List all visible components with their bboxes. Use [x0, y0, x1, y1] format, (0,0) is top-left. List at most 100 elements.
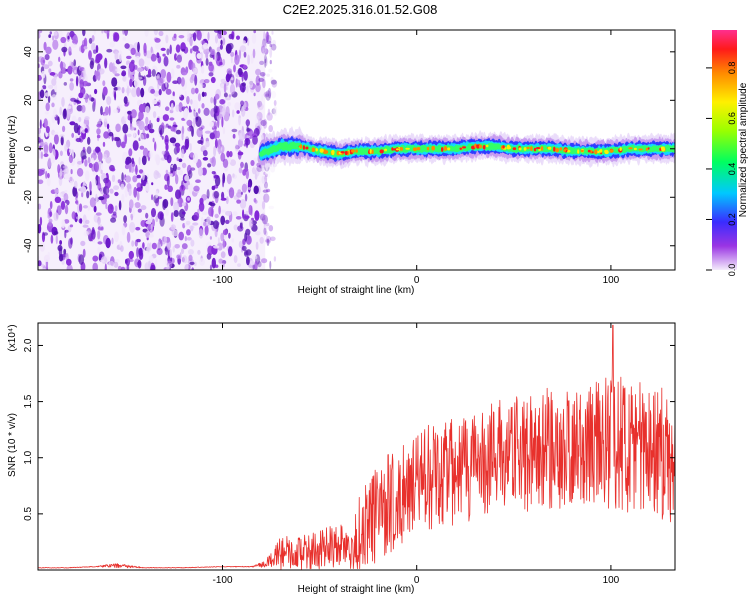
noise-speckle [118, 200, 122, 211]
noise-speckle [80, 149, 87, 160]
spectrogram-frame [37, 29, 676, 271]
noise-speckle [264, 230, 268, 237]
noise-speckle [117, 86, 121, 91]
noise-speckle [104, 106, 110, 116]
colorbar-gradient [712, 30, 737, 270]
noise-speckle [251, 33, 257, 44]
noise-speckle [69, 176, 73, 182]
noise-speckle [245, 235, 252, 245]
noise-speckle [242, 87, 245, 93]
noise-speckle [247, 37, 250, 46]
noise-speckle [151, 207, 156, 218]
noise-speckle [55, 234, 58, 245]
noise-speckle [170, 224, 176, 231]
noise-speckle [255, 75, 261, 86]
noise-speckle [154, 141, 157, 152]
noise-speckle [39, 89, 45, 99]
noise-speckle [63, 248, 67, 255]
noise-speckle [225, 196, 229, 205]
noise-speckle [189, 76, 194, 84]
noise-speckle [189, 48, 193, 54]
noise-speckle [74, 99, 79, 103]
snr-x-tick-label: -100 [212, 575, 232, 586]
noise-speckle [197, 108, 201, 114]
signal-hotspot [645, 147, 648, 151]
snr-y-axis-label: SNR (10 * v/v) [7, 413, 18, 477]
noise-speckle [169, 44, 172, 55]
noise-speckle [265, 169, 271, 179]
noise-speckle [86, 146, 92, 155]
noise-speckle [228, 187, 235, 199]
noise-speckle [153, 30, 159, 36]
noise-speckle [155, 171, 160, 176]
noise-speckle [266, 112, 273, 121]
noise-speckle [135, 226, 141, 231]
noise-speckle [38, 32, 41, 39]
noise-speckle [145, 212, 149, 219]
noise-speckle [69, 82, 74, 91]
signal-hotspot [315, 148, 318, 152]
noise-speckle [151, 99, 158, 105]
noise-speckle [268, 68, 273, 73]
noise-speckle [264, 57, 268, 67]
noise-speckle [189, 36, 193, 47]
noise-speckle [148, 255, 154, 262]
noise-speckle [252, 48, 256, 59]
noise-speckle [88, 37, 93, 44]
noise-speckle [197, 93, 202, 102]
noise-speckle [250, 160, 255, 166]
noise-speckle [111, 174, 116, 183]
noise-speckle [214, 138, 218, 149]
noise-speckle [122, 30, 125, 35]
noise-speckle [70, 169, 73, 175]
noise-speckle [189, 109, 192, 113]
noise-speckle [88, 50, 92, 60]
noise-speckle [189, 110, 196, 120]
noise-speckle [213, 174, 220, 179]
noise-speckle [56, 205, 62, 216]
noise-speckle [48, 34, 52, 38]
noise-speckle [219, 61, 223, 66]
noise-speckle [104, 179, 111, 189]
noise-speckle [111, 237, 114, 245]
noise-speckle [97, 246, 101, 253]
noise-speckle [131, 157, 135, 165]
noise-speckle [198, 166, 203, 177]
colorbar-tick-label: 0.0 [727, 264, 737, 277]
noise-speckle [271, 30, 274, 35]
noise-speckle [39, 145, 42, 151]
noise-speckle [84, 159, 88, 167]
noise-speckle [125, 258, 128, 264]
noise-speckle [228, 94, 232, 98]
noise-speckle [186, 237, 192, 241]
noise-speckle [152, 218, 155, 227]
signal-hotspot [594, 149, 598, 155]
noise-speckle [234, 102, 241, 111]
noise-speckle [262, 73, 265, 83]
noise-speckle [198, 202, 205, 212]
noise-speckle [209, 264, 213, 270]
noise-speckle [266, 238, 270, 247]
noise-speckle [246, 127, 251, 132]
noise-speckle [178, 231, 184, 241]
noise-speckle [246, 85, 249, 94]
noise-speckle [132, 175, 138, 183]
noise-speckle [261, 42, 267, 51]
noise-speckle [111, 77, 118, 87]
noise-speckle [270, 165, 276, 173]
noise-speckle [92, 262, 98, 270]
noise-speckle [142, 147, 149, 158]
noise-speckle [162, 114, 169, 122]
noise-speckle [226, 68, 232, 75]
noise-speckle [155, 215, 159, 223]
noise-speckle [57, 30, 63, 39]
noise-speckle [38, 168, 43, 177]
noise-speckle [79, 218, 83, 224]
noise-speckle [45, 102, 50, 112]
noise-speckle [263, 118, 268, 129]
noise-speckle [67, 65, 73, 75]
noise-speckle [255, 180, 261, 184]
noise-speckle [66, 264, 73, 270]
noise-speckle [59, 134, 65, 138]
